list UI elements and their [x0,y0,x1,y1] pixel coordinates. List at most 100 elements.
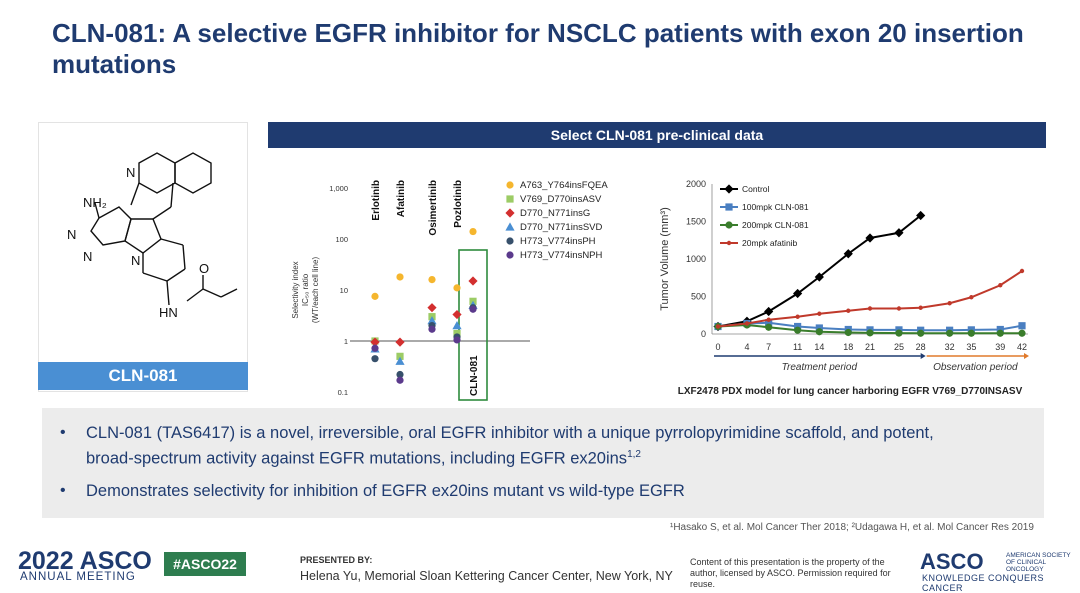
legend-label: D770_N771insG [520,208,590,219]
series-point [896,306,902,311]
legend-marker [725,221,733,229]
legend-marker [505,208,515,218]
category-label-cln-081: CLN-081 [469,355,480,396]
x-tick-label: 21 [865,342,875,352]
series-point [814,272,824,282]
legend-label: Control [742,184,770,194]
bullet-1-line-1: CLN-081 (TAS6417) is a novel, irreversib… [86,424,934,442]
series-point [947,301,952,306]
y-tick-label: 2000 [686,179,706,189]
data-point [452,309,462,320]
chemical-structure-drawing: N NH₂ N N N HN O [67,152,238,320]
y-tick-label: 100 [335,235,348,244]
data-point [396,376,404,384]
legend-label: H773_V774insNPH [520,250,603,261]
annual-meeting-label: ANNUAL MEETING [20,571,136,583]
data-point [453,336,461,344]
series-point [1019,268,1025,274]
series-point [765,319,773,327]
y-tick-label: 1000 [686,254,706,264]
data-point [428,275,436,284]
atom-nh2: NH₂ [83,195,107,210]
data-point [427,303,437,313]
bullet-1-superscript: 1,2 [627,449,641,460]
series-point [916,210,926,221]
series-point [865,233,875,243]
selectivity-index-chart: 1,000 100 10 1 0.1 Selectivity indexIC₅₀ rati… [291,180,608,401]
data-point [468,276,478,286]
data-point [469,305,477,313]
key-points-panel: • CLN-081 (TAS6417) is a novel, irrevers… [42,408,1044,518]
treatment-arrow-head [920,353,926,359]
bullet-1-line-2-text: broad-spectrum activity against EGFR mut… [86,449,628,468]
legend-label: D770_N771insSVD [520,222,603,233]
series-point [895,329,903,337]
x-tick-label: 11 [793,342,802,352]
x-tick-label: 25 [894,342,904,352]
legend-marker [506,195,514,203]
data-point [453,284,461,292]
y-axis-label-line: IC₅₀ ratio [301,273,310,306]
asco-full-name: AMERICAN SOCIETY OF CLINICAL ONCOLOGY [1006,552,1071,573]
compound-label: CLN-081 [38,362,248,390]
data-point [371,344,379,352]
series-point [815,324,823,332]
observation-arrow-head [1024,353,1029,359]
y-tick-label: 1500 [686,217,706,227]
series-point [998,283,1003,288]
bullet-marker: • [60,424,66,441]
series-point [996,325,1004,334]
series-point [765,323,773,331]
legend-label: 100mpk CLN-081 [742,202,809,212]
series-point [795,314,800,319]
series-point [1018,329,1026,337]
bullet-1-line-2: broad-spectrum activity against EGFR mut… [86,444,641,470]
data-point [452,321,462,330]
category-label: Afatinib [396,180,407,217]
series-point [917,329,925,337]
hashtag-badge: #ASCO22 [164,552,246,576]
references-footnote: ¹Hasako S, et al. Mol Cancer Ther 2018; … [670,522,1034,533]
legend-label: V769_D770insASV [520,194,602,205]
atom-hn: HN [159,305,178,320]
x-tick-label: 18 [843,342,853,352]
series-point [866,329,874,337]
x-tick-label: 35 [966,342,976,352]
y-axis-label: Selectivity indexIC₅₀ ratio(WT/each cell… [291,257,320,324]
series-point [817,311,822,316]
data-point [396,370,404,379]
tumor-volume-chart: 0 500 1000 1500 2000 0 4 7 11 14 18 21 25 28 32 35 39 42 T… [659,179,1029,397]
data-point [371,292,379,300]
legend-label: 200mpk CLN-081 [742,220,809,230]
copyright-disclaimer: Content of this presentation is the prop… [690,557,891,589]
series-point [969,295,974,300]
series-point [715,324,721,329]
legend-label: 20mpk afatinib [742,238,798,248]
bullet-marker: • [60,482,66,499]
legend-label: H773_V774insPH [520,236,596,247]
series-point [996,329,1004,337]
asco-logo: ASCO [920,549,984,574]
observation-period-label: Observation period [933,362,1018,373]
legend-marker [505,222,515,231]
slide-title: CLN-081: A selective EGFR inhibitor for … [52,18,1024,79]
chemical-structure-panel: N NH₂ N N N HN O [38,122,248,392]
x-tick-label: 39 [995,342,1005,352]
legend-marker [506,237,514,245]
bullet-2: Demonstrates selectivity for inhibition … [86,482,685,500]
series-point [764,306,774,317]
data-point [427,316,437,325]
asco-annual-meeting-logo: 2022 ASCO [18,547,152,575]
legend-marker [726,240,732,246]
y-tick-label: 1,000 [329,184,348,193]
data-point [469,227,477,236]
y-tick-label: 1 [344,337,348,346]
atom-o: O [199,261,209,276]
y-axis-label: Tumor Volume (mm³) [659,207,671,311]
atom-n-ring: N [131,253,140,268]
y-axis-label-line: Selectivity index [291,261,300,318]
category-label: Erlotinib [371,180,382,221]
legend-marker [724,184,734,194]
data-point [396,352,404,360]
series-point [815,328,823,336]
